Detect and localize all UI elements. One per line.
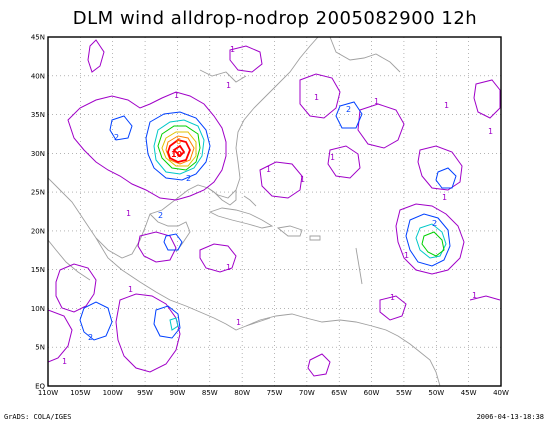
contour-label: 1 [442,193,447,202]
contour-level-7 [167,139,191,163]
coast-cuba [208,207,274,229]
lon-tick-label: 90W [170,389,186,397]
lat-tick-label: 5N [35,344,45,352]
lon-tick-label: 110W [38,389,58,397]
contour-label: 2 [346,105,351,114]
lat-tick-label: 15N [31,266,45,274]
lon-tick-label: 40W [493,389,509,397]
coast-us-gulf [48,37,319,259]
footer-timestamp: 2006-04-13-18:38 [476,413,544,421]
lon-tick-label: 60W [364,389,380,397]
contour-label: 1 [236,318,241,327]
gridlines [48,37,501,386]
lat-tick-label: EQ [35,383,45,391]
contour-label: 1 [126,209,131,218]
contour-label: 1 [314,93,319,102]
contour-label: 10 [171,150,183,159]
longitude-axis: 110W 105W 100W 95W 90W 85W 80W 75W 70W 65W 60W 55W 5… [38,389,509,397]
coastlines [48,37,441,386]
contour-level-4 [157,125,445,257]
coast-canada [329,37,401,73]
contour-label: 1 [404,251,409,260]
contour-label: 1 [374,97,379,106]
map-title: DLM wind alldrop-nodrop 2005082900 12h [72,8,478,29]
coast-hispaniola [276,225,303,237]
contour-label: 1 [444,101,449,110]
lon-tick-label: 105W [70,389,90,397]
contour-label: 1 [230,45,235,54]
contour-labels: 1 2 6 10 2 2 1 1 1 2 1 1 1 1 1 2 1 1 1 1… [62,45,493,366]
contour-label: 2 [158,211,163,220]
contour-label: 2 [114,133,119,142]
contour-label: 1 [128,285,133,294]
contour-label: 1 [266,165,271,174]
coast-bahamas [243,195,257,207]
contour-label: 1 [62,357,67,366]
footer-credit: GrADS: COLA/IGES [4,413,72,421]
lat-tick-label: 40N [31,72,45,80]
contour-label: 1 [226,263,231,272]
contour-label: 1 [226,81,231,90]
coast-lakes [199,69,247,83]
latitude-axis: 45N 40N 35N 30N 25N 20N 15N 10N 5N EQ [31,34,46,391]
lon-tick-label: 100W [103,389,123,397]
lon-tick-label: 95W [137,389,153,397]
lat-tick-label: 20N [31,227,45,235]
contour-level-6 [165,135,195,165]
coast-south-america [245,313,441,386]
contour-label: 1 [472,291,477,300]
coast-central-america [95,237,271,331]
coast-yucatan [149,213,191,253]
coast-mexico-west [48,239,91,281]
coast-florida [207,187,237,206]
contour-level-3 [153,119,447,331]
lon-tick-label: 75W [267,389,283,397]
lon-tick-label: 85W [202,389,218,397]
lon-tick-label: 50W [428,389,444,397]
contour-label: 1 [174,91,179,100]
contour-label: 1 [488,127,493,136]
coast-puerto-rico [309,235,321,241]
contour-label: 6 [176,137,181,146]
contour-label: 1 [300,175,305,184]
contour-level-1 [48,39,501,377]
contour-label: 2 [432,219,437,228]
lat-tick-label: 45N [31,34,45,42]
lon-tick-label: 45W [461,389,477,397]
contour-level-2 [79,101,457,341]
lat-tick-label: 35N [31,111,45,119]
contour-label: 2 [88,333,93,342]
lon-tick-label: 55W [396,389,412,397]
lon-tick-label: 70W [299,389,315,397]
lat-tick-label: 25N [31,189,45,197]
contour-level-5 [161,131,197,167]
map-frame [47,36,502,387]
coast-lesser-antilles [355,247,363,285]
contour-label: 1 [390,293,395,302]
lat-tick-label: 30N [31,150,45,158]
lon-tick-label: 80W [234,389,250,397]
contour-label: 1 [330,153,335,162]
lat-tick-label: 10N [31,305,45,313]
contour-label: 2 [186,174,191,183]
lon-tick-label: 65W [331,389,347,397]
